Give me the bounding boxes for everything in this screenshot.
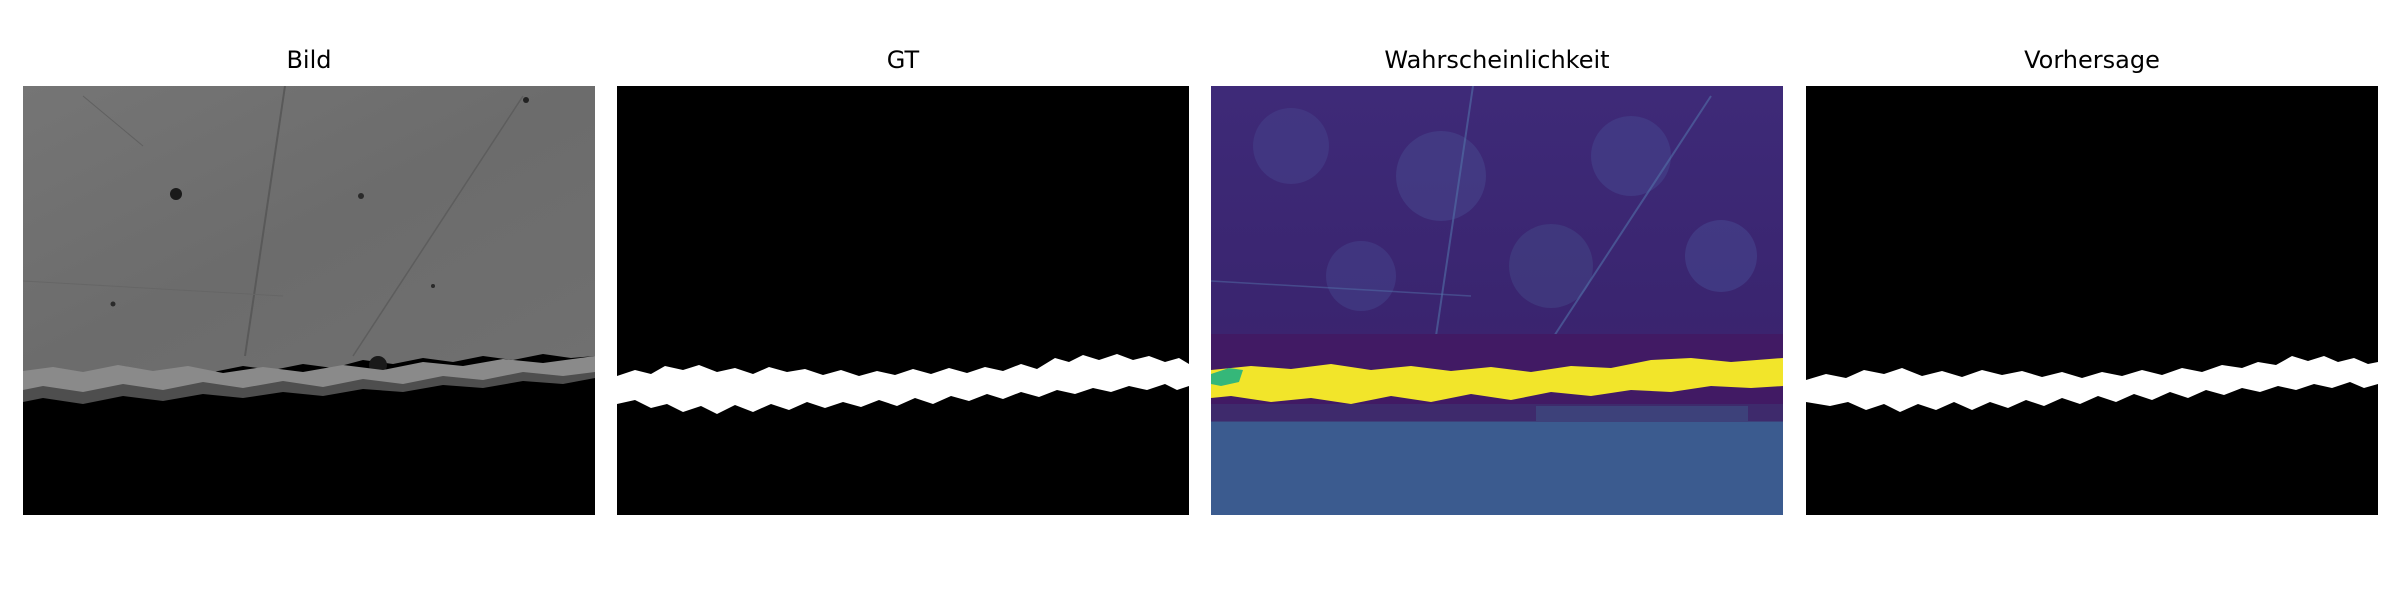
- micrograph-svg: [23, 86, 595, 515]
- micrograph-image: [23, 86, 595, 515]
- prediction-svg: [1806, 86, 2378, 515]
- prediction-mask: [1806, 86, 2378, 515]
- ground-truth-mask: [617, 86, 1189, 515]
- probability-svg: [1211, 86, 1783, 515]
- panel-title-prediction: Vorhersage: [2024, 46, 2160, 74]
- ground-truth-svg: [617, 86, 1189, 515]
- panel-title-ground-truth: GT: [886, 46, 920, 74]
- probability-map: [1211, 86, 1783, 515]
- panel-title-probability: Wahrscheinlichkeit: [1384, 46, 1610, 74]
- panel-title-image: Bild: [286, 46, 332, 74]
